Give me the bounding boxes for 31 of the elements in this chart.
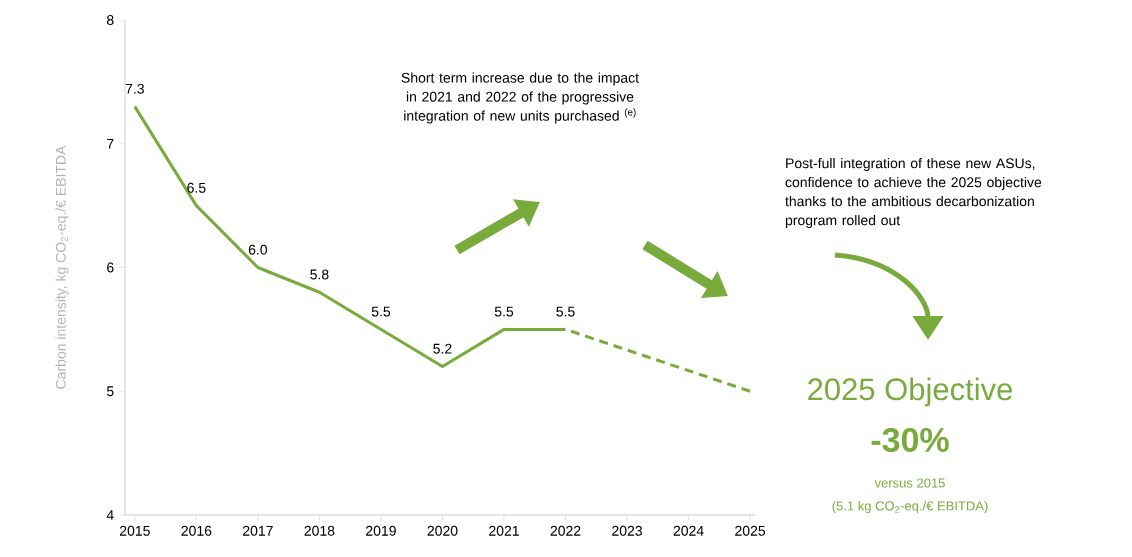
x-tick-label: 2021 [489, 525, 519, 536]
y-tick-label: 4 [106, 510, 114, 520]
x-tick-label: 2017 [243, 525, 273, 536]
text: Post-full integration of these new ASUs, confidence to achieve the 2025 objective thanks to the ambitious decarbonization program rolled out [785, 157, 1042, 229]
y-tick-label: 8 [106, 15, 114, 25]
text: -30% [871, 427, 949, 453]
text: 2025 Objective [808, 377, 1012, 407]
annotation: Short term increase due to the impact in 2021 and 2022 of the progressive integration of new units purchased $^{(e)}$ [401, 72, 639, 124]
y-axis-title: Carbon intensity, kg CO$_{2}$-eq./€ EBITDA [55, 145, 69, 389]
x-tick-label: 2024 [673, 525, 704, 536]
x-tick-label: 2022 [550, 525, 581, 536]
data-label: 6.5 [187, 182, 206, 193]
x-tick-label: 2023 [612, 525, 642, 536]
data-label: 5.2 [433, 343, 452, 354]
text: versus 2015 [874, 478, 945, 488]
data-label: 5.8 [310, 269, 329, 280]
x-tick-label: 2020 [427, 525, 458, 536]
x-tick-label: 2018 [304, 525, 335, 536]
data-label: 5.5 [494, 306, 514, 317]
text: (5.1 kg CO$_{2}$-eq./€ EBITDA) [832, 500, 988, 514]
x-tick-label: 2016 [181, 525, 212, 536]
y-tick-label: 6 [107, 262, 114, 273]
data-label: 5.5 [371, 306, 391, 317]
data-label: 7.3 [125, 83, 144, 94]
data-label: 6.0 [248, 244, 268, 255]
y-tick-label: 5 [106, 386, 114, 397]
x-tick-label: 2015 [119, 525, 150, 536]
x-tick-label: 2025 [735, 525, 766, 536]
x-tick-label: 2019 [366, 525, 396, 536]
data-label: 5.5 [556, 306, 575, 317]
y-tick-label: 7 [107, 138, 114, 149]
